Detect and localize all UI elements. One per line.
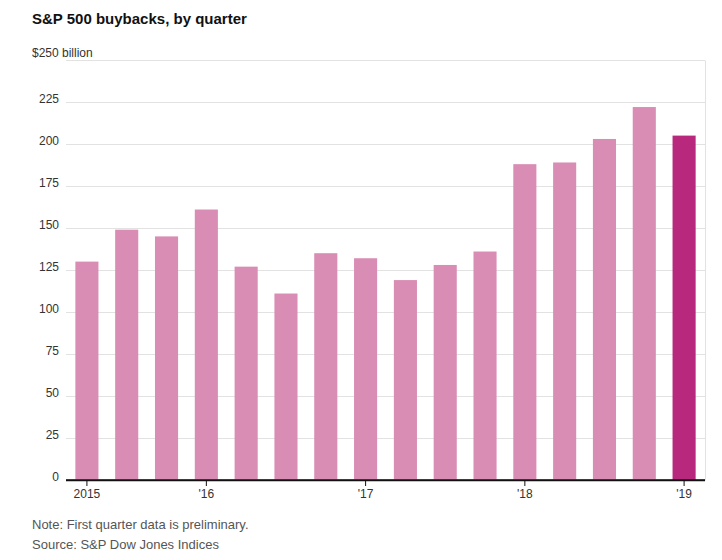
bar bbox=[473, 252, 496, 480]
title: S&P 500 buybacks, by quarter bbox=[32, 10, 247, 27]
bar bbox=[235, 267, 258, 480]
chart: S&P 500 buybacks, by quarter 0 25 50 75 100 12… bbox=[0, 0, 722, 560]
bar bbox=[314, 253, 337, 480]
x-axis: 2015 '16 '17 '18 '19 bbox=[68, 480, 705, 501]
y-tick-label: 225 bbox=[39, 92, 59, 106]
bar bbox=[673, 136, 696, 480]
baseline bbox=[66, 479, 705, 481]
x-tick: '16 bbox=[199, 480, 215, 501]
y-tick-label: 50 bbox=[46, 386, 60, 400]
x-tick-mark bbox=[206, 480, 207, 486]
bar bbox=[115, 230, 138, 480]
x-tick-mark bbox=[86, 480, 87, 486]
bar bbox=[75, 262, 98, 480]
bar bbox=[195, 210, 218, 480]
x-tick-label: '19 bbox=[676, 487, 692, 501]
source: Source: S&P Dow Jones Indices bbox=[32, 537, 219, 552]
bar bbox=[434, 265, 457, 480]
bar bbox=[513, 164, 536, 480]
bar bbox=[633, 107, 656, 480]
y-tick-label: 0 bbox=[52, 470, 59, 484]
y-tick: $250 billion bbox=[32, 46, 705, 61]
bar bbox=[394, 280, 417, 480]
x-tick-label: 2015 bbox=[74, 487, 101, 501]
x-tick: 2015 bbox=[74, 480, 101, 501]
x-tick-label: '18 bbox=[517, 487, 533, 501]
bar bbox=[553, 162, 576, 480]
bar bbox=[155, 236, 178, 480]
bar bbox=[593, 139, 616, 480]
x-tick-mark bbox=[524, 480, 525, 486]
y-tick-label: 200 bbox=[39, 134, 59, 148]
grid-line bbox=[66, 60, 705, 61]
bars bbox=[75, 107, 695, 480]
y-tick: 225 bbox=[39, 92, 705, 106]
x-tick-label: '17 bbox=[358, 487, 374, 501]
x-tick: '17 bbox=[358, 480, 374, 501]
y-tick-label: 100 bbox=[39, 302, 59, 316]
y-tick-label: 125 bbox=[39, 260, 59, 274]
y-tick-label: 150 bbox=[39, 218, 59, 232]
x-axis-line bbox=[68, 480, 705, 481]
bar bbox=[274, 294, 297, 480]
bar bbox=[354, 258, 377, 480]
x-tick-mark bbox=[365, 480, 366, 486]
y-tick-label: 75 bbox=[46, 344, 60, 358]
y-tick-label: 25 bbox=[46, 428, 60, 442]
x-tick: '18 bbox=[517, 480, 533, 501]
note: Note: First quarter data is preliminary. bbox=[32, 517, 249, 532]
x-tick: '19 bbox=[676, 480, 692, 501]
y-tick-label: $250 billion bbox=[32, 46, 93, 60]
x-tick-mark bbox=[684, 480, 685, 486]
y-axis: 0 25 50 75 100 125 150 175 200 225 $250 billion bbox=[32, 46, 706, 484]
x-tick-label: '16 bbox=[199, 487, 215, 501]
y-tick-label: 175 bbox=[39, 176, 59, 190]
y-axis-line bbox=[705, 61, 706, 481]
grid-line bbox=[66, 480, 705, 482]
grid-line bbox=[66, 102, 705, 103]
